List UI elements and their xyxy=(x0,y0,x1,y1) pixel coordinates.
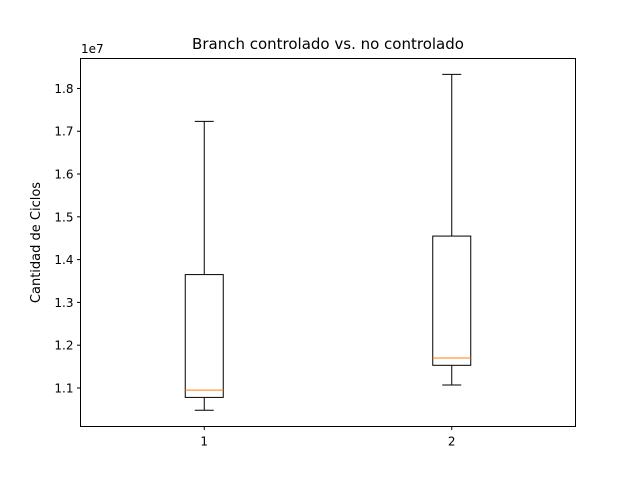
box-iqr xyxy=(184,274,224,398)
boxes xyxy=(184,73,472,411)
y-tick-label: 1.7 xyxy=(54,125,73,139)
box-2 xyxy=(432,73,472,386)
y-axis-label: Cantidad de Ciclos xyxy=(29,182,44,303)
y-axis-ticks: 1.1 1.2 1.3 1.4 1.5 1.6 1.7 1.8 xyxy=(54,82,81,395)
y-tick-label: 1.1 xyxy=(54,381,73,395)
y-offset-label: 1e7 xyxy=(81,42,104,56)
y-tick-label: 1.8 xyxy=(54,82,73,96)
y-tick-label: 1.2 xyxy=(54,339,73,353)
y-tick-label: 1.5 xyxy=(54,210,73,224)
x-tick-label: 2 xyxy=(448,435,456,449)
plot-frame xyxy=(80,58,576,427)
box-iqr xyxy=(432,235,472,366)
chart-title: Branch controlado vs. no controlado xyxy=(192,35,464,53)
box-1 xyxy=(184,120,224,411)
y-tick-label: 1.3 xyxy=(54,296,73,310)
x-tick-label: 1 xyxy=(200,435,208,449)
y-tick-label: 1.6 xyxy=(54,168,73,182)
y-tick-label: 1.4 xyxy=(54,253,73,267)
